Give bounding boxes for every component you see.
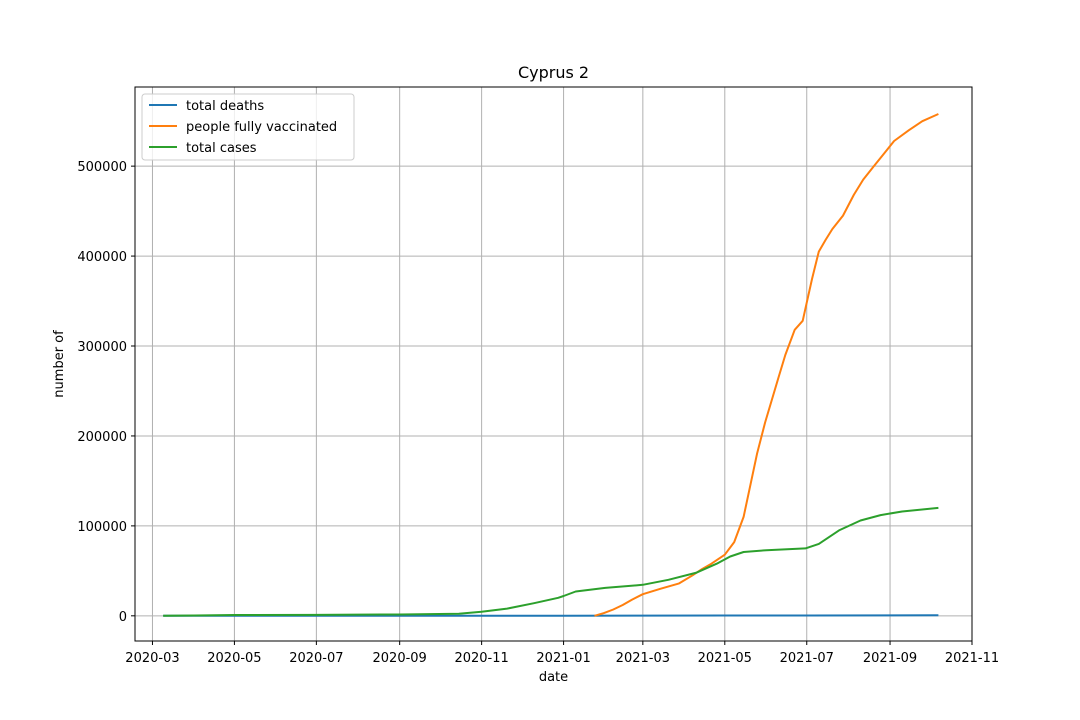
series-line-total-deaths — [163, 614, 939, 617]
x-tick-label: 2020-09 — [373, 651, 427, 666]
legend-label-people-fully-vaccinated: people fully vaccinated — [186, 120, 337, 135]
y-tick-label: 0 — [119, 610, 127, 625]
x-tick-label: 2021-01 — [536, 651, 590, 666]
series-line-people-fully-vaccinated — [594, 113, 939, 617]
y-axis: 0 100000 200000 300000 400000 500000 — [77, 160, 135, 625]
x-axis: 2020-03 2020-05 2020-07 2020-09 2020-11 2021-… — [125, 641, 999, 666]
x-tick-label: 2020-03 — [125, 651, 179, 666]
legend-label-total-cases: total cases — [186, 141, 257, 156]
y-tick-label: 200000 — [77, 430, 127, 445]
x-axis-label: date — [539, 670, 568, 685]
legend-frame — [141, 93, 355, 161]
x-tick-label: 2021-07 — [780, 651, 834, 666]
x-tick-label: 2021-03 — [616, 651, 670, 666]
chart-title: Cyprus 2 — [518, 63, 589, 82]
axes-frame — [134, 86, 973, 642]
x-tick-label: 2021-11 — [945, 651, 999, 666]
y-tick-label: 100000 — [77, 520, 127, 535]
y-tick-label: 300000 — [77, 340, 127, 355]
y-axis-label: number of — [52, 330, 67, 398]
x-tick-label: 2021-05 — [698, 651, 752, 666]
x-tick-label: 2020-07 — [289, 651, 343, 666]
legend: total deaths people fully vaccinated tot… — [141, 93, 355, 161]
x-tick-label: 2020-05 — [207, 651, 261, 666]
x-tick-label: 2021-09 — [863, 651, 917, 666]
y-tick-label: 500000 — [77, 160, 127, 175]
series-line-total-cases — [163, 506, 939, 617]
x-tick-label: 2020-11 — [454, 651, 508, 666]
plot-area — [135, 87, 972, 641]
series-lines — [163, 113, 939, 617]
y-tick-label: 400000 — [77, 250, 127, 265]
legend-label-total-deaths: total deaths — [186, 99, 264, 114]
